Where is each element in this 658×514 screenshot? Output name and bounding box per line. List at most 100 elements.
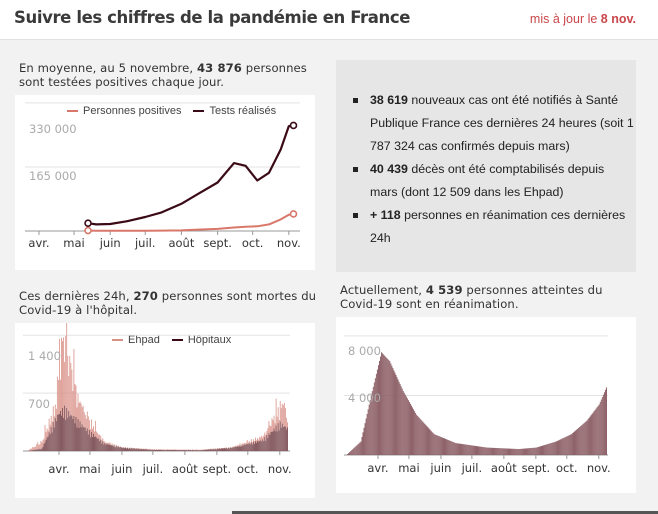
cases-caption: En moyenne, au 5 novembre, 43 876 person… (19, 61, 307, 89)
icu-ytick-max: 8 000 (348, 344, 381, 358)
icu-bar (483, 447, 485, 455)
deaths-bar-ehpad (95, 420, 97, 437)
deaths-bar-hopitaux (133, 448, 135, 451)
deaths-bar-ehpad (270, 426, 272, 432)
deaths-bar-hopitaux (121, 447, 123, 451)
icu-bar (520, 448, 522, 455)
deaths-bar-hopitaux (155, 449, 157, 451)
icu-bar (604, 389, 606, 455)
deaths-bar-ehpad (263, 435, 265, 442)
deaths-bar-hopitaux (240, 446, 242, 451)
deaths-bar-hopitaux (176, 449, 178, 451)
deaths-bar-hopitaux (194, 450, 196, 451)
deaths-bar-hopitaux (283, 426, 285, 451)
icu-bar (482, 446, 484, 455)
icu-bar (556, 441, 558, 455)
icu-bar (557, 440, 559, 455)
deaths-bar-hopitaux (32, 450, 34, 451)
deaths-bar-hopitaux (144, 449, 146, 451)
deaths-bar-ehpad (253, 441, 255, 444)
deaths-bar-ehpad (174, 449, 176, 450)
icu-bar (387, 358, 389, 455)
icu-bar (391, 365, 393, 455)
deaths-bar-hopitaux (77, 418, 79, 451)
icu-bar (389, 361, 391, 455)
deaths-bar-hopitaux (180, 449, 182, 451)
deaths-bar-hopitaux (135, 448, 137, 451)
icu-bar (581, 425, 583, 455)
deaths-bar-hopitaux (139, 449, 141, 451)
deaths-bar-ehpad (49, 424, 51, 435)
deaths-bar-hopitaux (80, 427, 82, 451)
icu-bar (603, 392, 605, 455)
bottom-scrollbar[interactable] (232, 511, 658, 514)
deaths-bar-ehpad (109, 442, 111, 445)
deaths-bar-ehpad (53, 416, 55, 428)
legend-swatch-hopitaux (171, 339, 183, 341)
icu-bar (513, 448, 515, 455)
deaths-bar-ehpad (137, 448, 139, 450)
icu-bar (411, 405, 412, 455)
icu-bar (471, 445, 473, 455)
icu-bar (420, 419, 422, 455)
deaths-bar-hopitaux (230, 447, 232, 451)
deaths-bar-hopitaux (208, 449, 210, 451)
icu-bar (472, 445, 474, 455)
icu-bar (362, 432, 364, 455)
deaths-bar-ehpad (80, 403, 82, 428)
icu-bar (347, 454, 349, 455)
icu-bar (395, 374, 397, 455)
deaths-bar-ehpad (100, 435, 102, 440)
icu-bar (495, 447, 497, 455)
deaths-bar-hopitaux (78, 427, 80, 451)
deaths-bar-ehpad (98, 434, 100, 439)
legend-hopitaux: Hôpitaux (187, 334, 232, 346)
icu-ytick-mid: 4 000 (348, 391, 381, 405)
deaths-bar-hopitaux (261, 441, 263, 451)
deaths-bar-hopitaux (30, 450, 32, 451)
icu-bar (403, 392, 405, 455)
deaths-bar-ehpad (116, 445, 118, 448)
deaths-bar-hopitaux (106, 443, 108, 451)
icu-bar (566, 436, 568, 455)
icu-bar (383, 354, 385, 455)
deaths-xtick-label: août (172, 462, 198, 476)
deaths-bar-ehpad (196, 449, 198, 451)
icu-bar (473, 445, 475, 455)
deaths-bar-ehpad (240, 445, 242, 447)
deaths-bar-hopitaux (119, 447, 121, 451)
deaths-bar-hopitaux (258, 441, 260, 451)
deaths-bar-ehpad (204, 449, 206, 450)
deaths-bar-ehpad (267, 428, 269, 438)
icu-xtick-label: juin (429, 461, 451, 475)
icu-bar (348, 453, 350, 455)
deaths-bar-hopitaux (247, 444, 249, 451)
icu-xtick-label: juil. (461, 461, 483, 475)
deaths-bar-hopitaux (46, 437, 48, 451)
icu-bar (456, 443, 458, 455)
deaths-bar-ehpad (66, 323, 68, 408)
icu-bar (454, 442, 456, 455)
deaths-bar-ehpad (45, 432, 47, 440)
icu-bar (448, 440, 450, 455)
deaths-bar-hopitaux (35, 449, 37, 451)
icu-bar (486, 447, 488, 455)
icu-bar (421, 420, 423, 455)
icu-bar (484, 447, 486, 455)
cases-chart: avr. mai juin juil. août sept. oct. nov. (25, 102, 301, 250)
icu-bar (493, 447, 495, 455)
cases-xtick-label: nov. (277, 236, 301, 250)
icu-bar (529, 448, 531, 455)
deaths-bar-hopitaux (111, 444, 113, 451)
deaths-bar-hopitaux (228, 447, 230, 451)
deaths-bar-ehpad (60, 379, 61, 411)
deaths-bar-ehpad (284, 408, 286, 427)
summary-item-icu: + 118 personnes en réanimation ces derni… (352, 204, 634, 250)
deaths-bar-hopitaux (89, 437, 91, 451)
deaths-bar-hopitaux (112, 446, 114, 451)
deaths-bar-hopitaux (72, 418, 74, 451)
icu-bar (567, 435, 569, 455)
icu-bar (466, 444, 468, 455)
icu-bar (366, 413, 368, 455)
deaths-bar-hopitaux (285, 429, 287, 451)
